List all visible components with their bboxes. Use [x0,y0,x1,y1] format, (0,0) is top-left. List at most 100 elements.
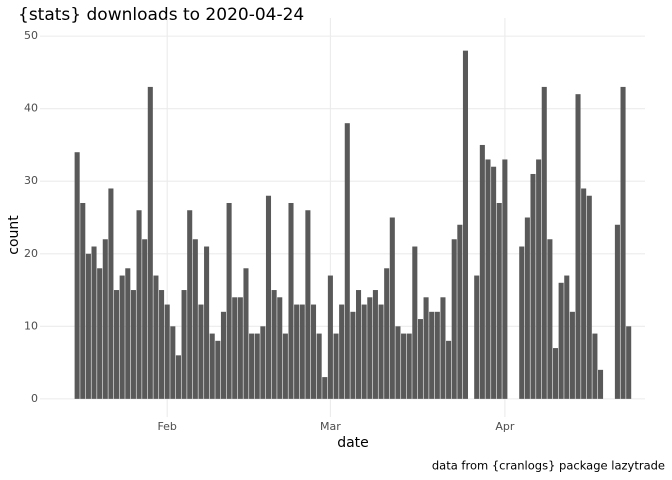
bar [316,333,322,399]
bar [327,275,333,399]
bar [339,304,345,399]
x-tick-label: Apr [495,420,515,433]
bar [299,304,305,399]
bar [260,326,266,399]
bar [119,275,125,399]
bar [389,217,395,399]
bar [80,202,86,399]
chart-title: {stats} downloads to 2020-04-24 [18,5,304,25]
bar [626,326,632,399]
bar [220,311,227,399]
bar [130,290,136,399]
bar [74,152,80,399]
bar [474,275,480,399]
bar [147,86,153,399]
bar [277,297,283,399]
bar [581,188,587,399]
y-tick-label: 40 [24,102,38,115]
bar [102,239,108,399]
bar [170,326,176,399]
bar [198,304,204,399]
bar [552,348,559,399]
bar [159,290,165,399]
bars [74,50,632,399]
bar [322,377,328,399]
bar [265,195,272,399]
bar [249,333,255,399]
y-axis-label: count [6,215,22,255]
bar [125,268,131,399]
bar [271,290,277,399]
bar [356,290,362,399]
bar [451,239,457,399]
bar [254,333,260,399]
bar [429,311,435,399]
y-tick-label: 10 [24,319,38,332]
bar [192,239,198,399]
x-axis-label: date [337,435,369,451]
bar [569,311,575,399]
bar [305,210,311,399]
bar [547,239,553,399]
bar [412,246,418,399]
bar [440,297,446,399]
bar [558,282,564,399]
bar [209,333,215,399]
bar [491,166,497,399]
bar [237,297,243,399]
bar [204,246,210,399]
bar [586,195,592,399]
bar [395,326,401,399]
bar [530,173,536,399]
bar [181,290,187,399]
bar [310,304,317,399]
x-tick-label: Feb [157,420,176,433]
bar [372,290,378,399]
bar [187,210,193,399]
bar [502,159,508,399]
bar [243,268,249,399]
bar [282,333,288,399]
y-tick-label: 30 [24,174,38,187]
bar [367,297,373,399]
bar [620,86,626,399]
bar [457,224,463,399]
bar [378,304,384,399]
bar [344,123,350,399]
bar [598,369,604,399]
bar [288,202,294,399]
bar [592,333,598,399]
bar [485,159,491,399]
bar [575,94,581,399]
bar [384,268,390,399]
bar [361,304,367,399]
y-tick-label: 0 [31,392,38,405]
bar [350,311,356,399]
bar [614,224,620,399]
bar [536,159,542,399]
bar [401,333,407,399]
bar [564,275,570,399]
bar [423,297,429,399]
bar [153,275,159,399]
bar [462,50,469,399]
bar [524,217,530,399]
bar [496,202,502,399]
bar [85,253,91,399]
bar [294,304,300,399]
y-tick-label: 50 [24,29,38,42]
bar [114,290,120,399]
bar [91,246,97,399]
x-tick-label: Mar [320,420,341,433]
bar [97,268,103,399]
bar [434,311,440,399]
bar [164,304,170,399]
bar [226,202,232,399]
bar [446,340,452,399]
bar [232,297,238,399]
bar [479,144,485,399]
bar [406,333,412,399]
bar [519,246,525,399]
bar [333,333,339,399]
